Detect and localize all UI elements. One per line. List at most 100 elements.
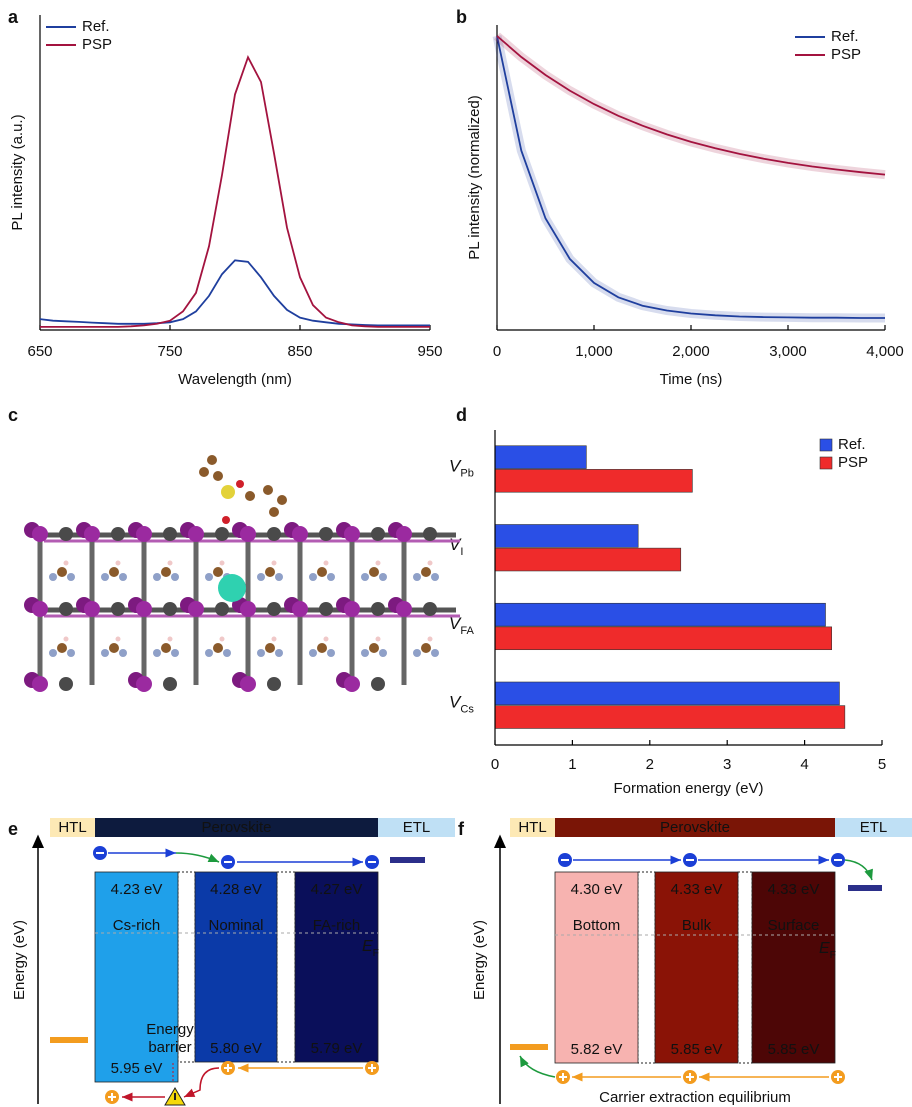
atom: [317, 643, 327, 653]
atom: [327, 573, 335, 581]
panel-label: e: [8, 819, 18, 839]
atom: [223, 649, 231, 657]
block-name: Cs-rich: [113, 917, 161, 934]
x-tick-label: 0: [491, 756, 499, 773]
x-tick-label: 650: [27, 343, 52, 360]
bar: [495, 603, 825, 626]
category-label: VPb: [449, 457, 474, 479]
atom: [84, 526, 100, 542]
band-block: [555, 872, 638, 1063]
x-tick-label: 0: [493, 343, 501, 360]
bar: [495, 469, 692, 492]
htl-level: [510, 1044, 548, 1050]
legend-label: PSP: [82, 36, 112, 53]
fermi-label-symbol: E: [362, 938, 373, 955]
category-label-subscript: FA: [460, 625, 474, 637]
arrow: [184, 1068, 219, 1097]
atom: [413, 649, 421, 657]
band-block: [655, 872, 738, 1063]
y-axis-label: Energy (eV): [471, 920, 488, 1000]
block-name: Bottom: [573, 917, 621, 934]
x-tick-label: 1,000: [575, 343, 613, 360]
y-axis-label: Energy (eV): [11, 920, 28, 1000]
block-cbm: 4.30 eV: [571, 881, 623, 898]
arrow: [520, 1056, 555, 1077]
atom: [245, 491, 255, 501]
x-tick-label: 5: [878, 756, 886, 773]
series-line: [497, 36, 885, 175]
atom: [431, 573, 439, 581]
atom: [57, 643, 67, 653]
atom: [163, 527, 177, 541]
category-label-subscript: Cs: [460, 704, 474, 716]
atom: [161, 567, 171, 577]
atom: [168, 561, 173, 566]
atom: [309, 649, 317, 657]
atom: [32, 601, 48, 617]
block-vbm: 5.95 eV: [111, 1060, 163, 1077]
figure: abcdef650750850950Wavelength (nm)PL inte…: [0, 0, 912, 1107]
category-label: VFA: [449, 614, 474, 636]
atom: [32, 676, 48, 692]
atom: [67, 649, 75, 657]
atom: [421, 643, 431, 653]
atom: [222, 516, 230, 524]
atom: [168, 637, 173, 642]
atom: [267, 527, 281, 541]
atom: [379, 649, 387, 657]
atom: [215, 602, 229, 616]
atom: [188, 526, 204, 542]
atom: [263, 485, 273, 495]
x-tick-label: 850: [287, 343, 312, 360]
atom: [272, 561, 277, 566]
fermi-label-subscript: F: [830, 950, 836, 961]
block-vbm: 5.82 eV: [571, 1041, 623, 1058]
atom: [396, 601, 412, 617]
etl-level: [848, 885, 882, 891]
atom: [240, 676, 256, 692]
atom: [292, 526, 308, 542]
atom: [272, 637, 277, 642]
atom: [376, 637, 381, 642]
header-label: ETL: [403, 819, 431, 836]
atom: [265, 643, 275, 653]
atom: [188, 601, 204, 617]
atom: [240, 526, 256, 542]
atom: [240, 601, 256, 617]
atom: [111, 602, 125, 616]
atom: [369, 567, 379, 577]
atom: [205, 573, 213, 581]
block-vbm: 5.85 eV: [671, 1041, 723, 1058]
atom: [213, 567, 223, 577]
atom: [215, 527, 229, 541]
x-axis-label: Formation energy (eV): [613, 780, 763, 797]
y-axis-label: PL intensity (normalized): [466, 95, 483, 260]
x-tick-label: 1: [568, 756, 576, 773]
bar: [495, 682, 839, 705]
annotation: barrier: [148, 1039, 191, 1056]
category-label: VI: [449, 536, 463, 558]
annotation: Carrier extraction equilibrium: [599, 1089, 791, 1106]
category-label: VCs: [449, 693, 474, 715]
block-name: Nominal: [208, 917, 263, 934]
atom: [153, 573, 161, 581]
atom: [64, 561, 69, 566]
atom: [119, 573, 127, 581]
atom: [116, 561, 121, 566]
series-line: [40, 57, 430, 327]
atom: [371, 602, 385, 616]
x-tick-label: 950: [417, 343, 442, 360]
atom: [101, 573, 109, 581]
atom: [423, 527, 437, 541]
annotation: Energy: [146, 1021, 194, 1038]
atom: [317, 567, 327, 577]
band-block: [295, 872, 378, 1062]
atom: [379, 573, 387, 581]
atom: [136, 676, 152, 692]
x-axis-label: Wavelength (nm): [178, 371, 292, 388]
bar: [495, 548, 681, 571]
block-cbm: 4.27 eV: [311, 881, 363, 898]
legend-label: PSP: [838, 454, 868, 471]
atom: [136, 601, 152, 617]
atom: [199, 467, 209, 477]
